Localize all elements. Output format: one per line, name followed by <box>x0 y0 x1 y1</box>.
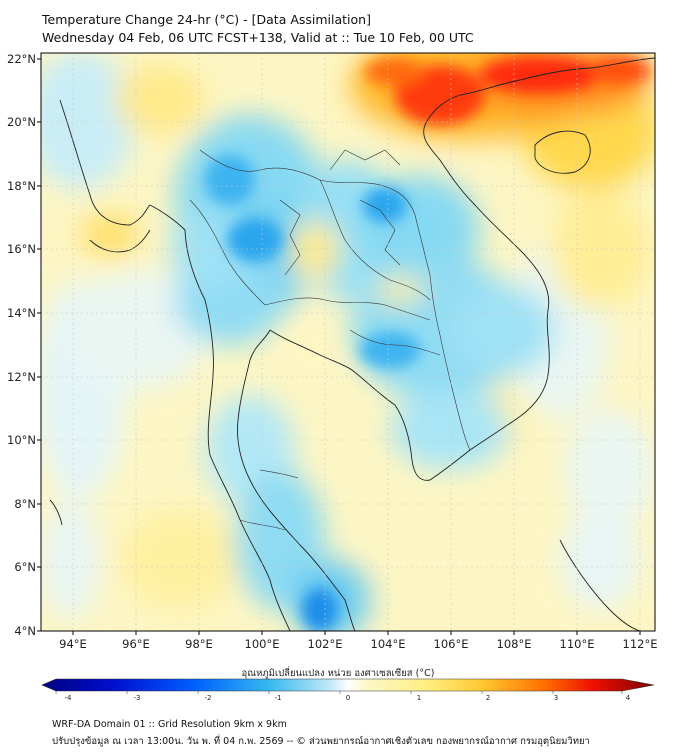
lat-label: 4°N <box>14 624 36 638</box>
axis-ticks <box>37 58 641 635</box>
gulf-thailand-coast <box>269 329 431 481</box>
hainan <box>534 130 591 174</box>
longitude-labels: 94°E 96°E 98°E 100°E 102°E 104°E 106°E 1… <box>59 637 657 651</box>
footer-credit: ปรับปรุงข้อมูล ณ เวลา 13:00น. วัน พ. ที่… <box>52 736 590 747</box>
lon-label: 98°E <box>185 637 213 651</box>
lat-label: 6°N <box>14 560 36 574</box>
colorbar-tick-label: -1 <box>275 694 282 702</box>
colorbar-tick-label: 0 <box>346 694 350 702</box>
colorbar-title: อุณหภูมิเปลี่ยนแปลง หน่วย องศาเซลเซียส (… <box>241 668 435 679</box>
lat-label: 18°N <box>7 179 36 193</box>
footer-model-info: WRF-DA Domain 01 :: Grid Resolution 9km … <box>52 719 287 730</box>
borders <box>189 149 471 531</box>
lon-label: 100°E <box>245 637 280 651</box>
map-frame <box>40 52 656 632</box>
lon-label: 106°E <box>434 637 469 651</box>
colorbar-tick-label: 3 <box>554 694 558 702</box>
lon-label: 94°E <box>59 637 87 651</box>
lat-label: 16°N <box>7 242 36 256</box>
lon-label: 102°E <box>308 637 343 651</box>
colorbar-tick-label: 1 <box>417 694 421 702</box>
andaman-island <box>49 499 63 526</box>
myanmar-delta <box>89 229 151 253</box>
lon-label: 96°E <box>122 637 150 651</box>
lat-label: 14°N <box>7 306 36 320</box>
temperature-field <box>41 53 655 631</box>
colorbar-tick-label: -4 <box>65 694 73 702</box>
lat-label: 10°N <box>7 433 36 447</box>
vietnam-coast <box>423 94 550 481</box>
myanmar-coast <box>59 99 151 226</box>
peninsula-east-coast <box>237 329 356 631</box>
indochina-coast <box>149 204 291 631</box>
lon-label: 110°E <box>560 637 595 651</box>
map-subtitle: Wednesday 04 Feb, 06 UTC FCST+138, Valid… <box>42 30 474 45</box>
lat-label: 8°N <box>14 497 36 511</box>
borneo-edge <box>559 539 641 631</box>
colorbar-tick-label: -3 <box>134 694 141 702</box>
map-title: Temperature Change 24-hr (°C) - [Data As… <box>42 12 371 27</box>
colorbar-tick-label: 2 <box>486 694 490 702</box>
latitude-labels: 22°N 20°N 18°N 16°N 14°N 12°N 10°N 8°N 6… <box>7 52 36 638</box>
colorbar-tick-label: -2 <box>205 694 212 702</box>
coastlines <box>49 57 655 631</box>
lat-label: 12°N <box>7 370 36 384</box>
colorbar-tick-label: 4 <box>626 694 631 702</box>
lat-label: 20°N <box>7 115 36 129</box>
lon-label: 112°E <box>623 637 658 651</box>
lat-label: 22°N <box>7 52 36 66</box>
china-coast <box>459 57 655 96</box>
lon-label: 104°E <box>371 637 406 651</box>
colorbar: -4 -3 -2 -1 0 1 2 3 4 <box>41 678 655 702</box>
lon-label: 108°E <box>497 637 532 651</box>
graticule <box>41 53 655 631</box>
